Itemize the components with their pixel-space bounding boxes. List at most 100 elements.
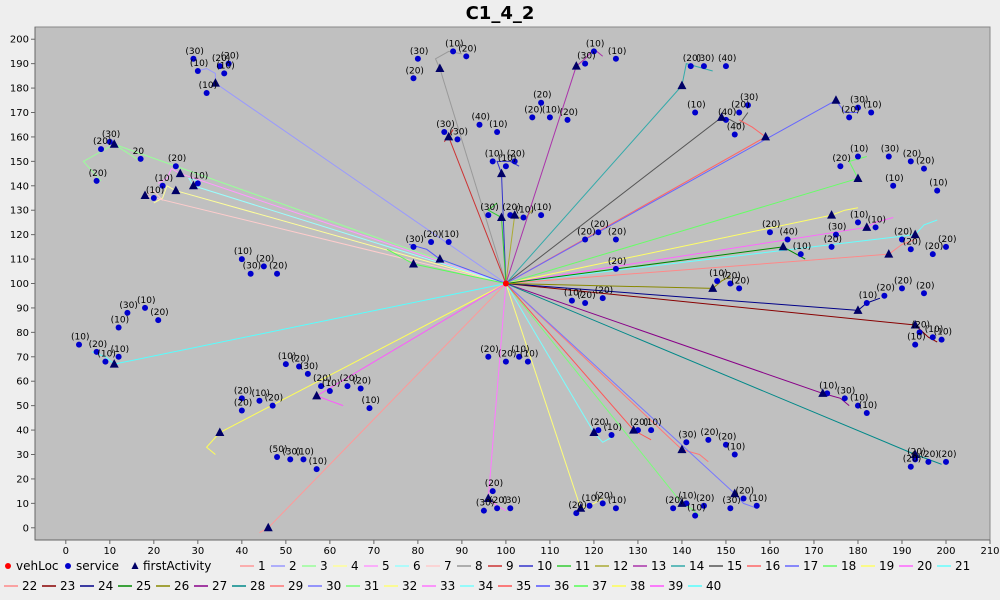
legend-label: 14 bbox=[689, 559, 704, 573]
route-18-line bbox=[505, 177, 859, 284]
service-label: (30) bbox=[881, 144, 899, 154]
first-activity-marker bbox=[884, 249, 894, 258]
service-point bbox=[300, 456, 307, 463]
legend-item-16: 16 bbox=[747, 559, 780, 573]
service-label: (10) bbox=[643, 418, 661, 428]
service-point bbox=[238, 395, 245, 402]
service-label: (20) bbox=[608, 228, 626, 238]
legend-item-10: 10 bbox=[519, 559, 552, 573]
route-34-line bbox=[505, 283, 595, 433]
service-label: (10) bbox=[929, 179, 947, 189]
service-label: (20) bbox=[903, 455, 921, 465]
x-tick-label: 180 bbox=[848, 546, 867, 557]
route-19-path bbox=[831, 207, 859, 216]
service-point bbox=[115, 324, 122, 331]
service-label: (20) bbox=[269, 262, 287, 272]
service-label: (20) bbox=[894, 276, 912, 286]
route-29-line bbox=[505, 283, 683, 450]
service-label: (10) bbox=[604, 423, 622, 433]
legend-item-17: 17 bbox=[785, 559, 818, 573]
service-point bbox=[714, 278, 721, 285]
service-point bbox=[942, 458, 949, 465]
x-tick-label: 0 bbox=[63, 546, 69, 557]
route-13-path bbox=[575, 48, 604, 67]
service-label: (30) bbox=[678, 430, 696, 440]
service-label: (10) bbox=[137, 296, 155, 306]
service-point bbox=[907, 158, 914, 165]
service-labels: (30) (10) (20) (10) (20) (10) (20) (30) (20) 20 (2… bbox=[71, 39, 956, 513]
service-label: (20) bbox=[524, 105, 542, 115]
service-point bbox=[287, 456, 294, 463]
service-point bbox=[304, 370, 311, 377]
service-point bbox=[318, 383, 325, 390]
legend-label: 30 bbox=[326, 579, 341, 593]
legend-label: 1 bbox=[258, 559, 266, 573]
service-point bbox=[700, 63, 707, 70]
service-point bbox=[612, 265, 619, 272]
service-points bbox=[76, 48, 949, 519]
route-27-line bbox=[505, 283, 823, 394]
service-point bbox=[832, 231, 839, 238]
service-point bbox=[494, 129, 501, 136]
service-label: (10) bbox=[322, 379, 340, 389]
service-point bbox=[137, 155, 144, 162]
service-point bbox=[142, 304, 149, 311]
service-label: (20) bbox=[916, 281, 934, 291]
x-tick-label: 190 bbox=[892, 546, 911, 557]
chart-title: C1_4_2 bbox=[466, 3, 535, 24]
legend-label: 6 bbox=[413, 559, 421, 573]
legend-firstactivity-marker bbox=[131, 562, 139, 569]
legend-item-19: 19 bbox=[861, 559, 894, 573]
service-label: (20) bbox=[903, 149, 921, 159]
legend-label: 18 bbox=[841, 559, 856, 573]
legend-label: 5 bbox=[382, 559, 390, 573]
service-point bbox=[93, 348, 100, 355]
service-label: (10) bbox=[863, 101, 881, 111]
first-activity-marker bbox=[408, 258, 418, 268]
service-label: (10) bbox=[868, 215, 886, 225]
service-label: (10) bbox=[485, 149, 503, 159]
service-label: (20) bbox=[722, 272, 740, 282]
service-point bbox=[221, 70, 228, 77]
service-label: (10) bbox=[190, 171, 208, 181]
service-point bbox=[203, 89, 210, 96]
service-label: (30) bbox=[185, 47, 203, 57]
service-label: (10) bbox=[146, 186, 164, 196]
service-label: (10) bbox=[516, 206, 534, 216]
service-point bbox=[863, 300, 870, 307]
service-point bbox=[507, 505, 514, 512]
legend-item-29: 29 bbox=[270, 579, 303, 593]
legend-label: 26 bbox=[174, 579, 189, 593]
service-label: (20) bbox=[221, 52, 239, 62]
service-label: (10) bbox=[727, 443, 745, 453]
route-25-path bbox=[782, 246, 806, 260]
legend-item-18: 18 bbox=[823, 559, 856, 573]
route-23-path bbox=[914, 324, 938, 343]
route-39-path bbox=[316, 395, 344, 407]
service-point bbox=[282, 361, 289, 368]
route-3-path bbox=[82, 143, 141, 182]
service-label: (10) bbox=[749, 494, 767, 504]
service-point bbox=[441, 129, 448, 136]
service-label: (10) bbox=[885, 174, 903, 184]
service-label: (10) bbox=[850, 394, 868, 404]
legend-item-39: 39 bbox=[650, 579, 683, 593]
service-label: (20) bbox=[498, 350, 516, 360]
service-label: (40) bbox=[471, 113, 489, 123]
service-point bbox=[863, 409, 870, 416]
service-label: (20) bbox=[916, 157, 934, 167]
service-point bbox=[854, 153, 861, 160]
service-point bbox=[907, 463, 914, 470]
service-label: (20) bbox=[168, 154, 186, 164]
legend-item-13: 13 bbox=[633, 559, 666, 573]
route-40-line bbox=[114, 283, 506, 365]
service-label: (20) bbox=[938, 450, 956, 460]
service-label: (30) bbox=[480, 203, 498, 213]
service-point bbox=[274, 453, 281, 460]
service-point bbox=[357, 385, 364, 392]
service-label: 20 bbox=[133, 147, 145, 157]
service-label: (20) bbox=[907, 447, 925, 457]
service-label: (20) bbox=[731, 276, 749, 286]
service-label: (20) bbox=[533, 91, 551, 101]
